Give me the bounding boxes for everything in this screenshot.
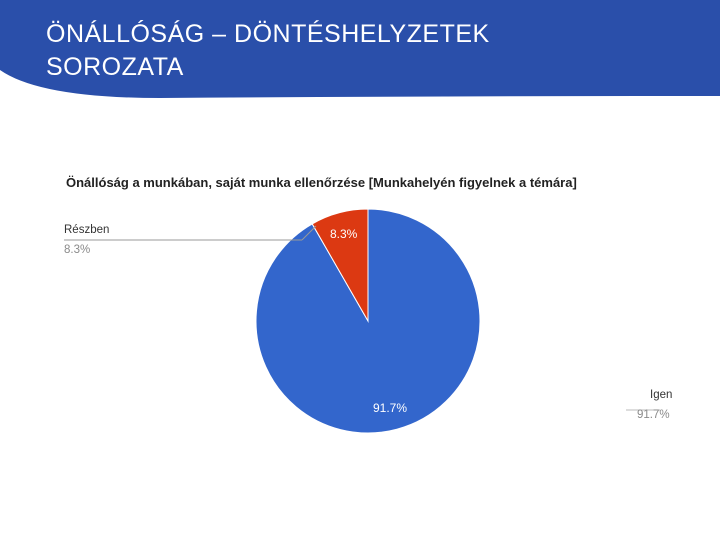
pie-slice-r-szben <box>311 208 369 323</box>
legend-name-igen: Igen <box>650 389 672 401</box>
slide-title-line2: SOROZATA <box>46 53 184 81</box>
header-banner <box>0 0 720 98</box>
legend-name-reszben: Részben <box>64 224 109 236</box>
slice-label-reszben: 8.3% <box>330 227 358 241</box>
legend-value-igen: 91.7% <box>637 409 670 421</box>
callout-connector-reszben <box>301 225 317 241</box>
slide-header: ÖNÁLLÓSÁG – DÖNTÉSHELYZETEK SOROZATA <box>0 0 720 98</box>
slide-title: ÖNÁLLÓSÁG – DÖNTÉSHELYZETEK SOROZATA <box>46 18 646 84</box>
chart-title: Önállóság a munkában, saját munka ellenő… <box>66 175 577 190</box>
legend-value-reszben: 8.3% <box>64 244 90 256</box>
slice-label-igen: 91.7% <box>373 401 407 415</box>
slide-title-line1: ÖNÁLLÓSÁG – DÖNTÉSHELYZETEK <box>46 20 490 48</box>
